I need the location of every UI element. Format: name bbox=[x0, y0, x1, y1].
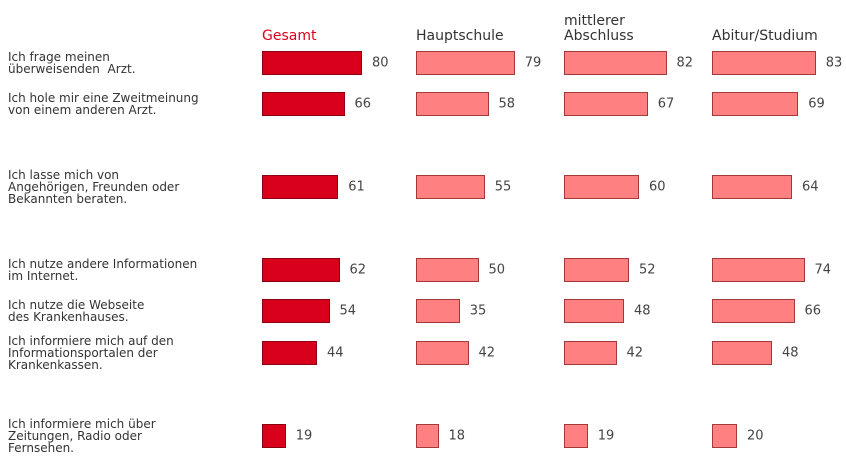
bar bbox=[416, 175, 485, 199]
value-label: 66 bbox=[804, 303, 822, 319]
value-label: 62 bbox=[349, 262, 367, 278]
bar bbox=[416, 299, 460, 323]
bar bbox=[564, 258, 629, 282]
value-label: 60 bbox=[649, 179, 666, 195]
value-label: 52 bbox=[639, 262, 656, 278]
category-label: Ich nutze die Webseite des Krankenhauses… bbox=[8, 298, 145, 324]
value-label: 18 bbox=[448, 428, 466, 444]
category-label: Ich hole mir eine Zweitmeinung von einem… bbox=[8, 91, 199, 117]
bar bbox=[416, 424, 439, 448]
bar bbox=[416, 51, 515, 75]
value-label: 67 bbox=[657, 96, 675, 112]
value-label: 80 bbox=[372, 55, 389, 71]
value-label: 19 bbox=[295, 428, 313, 444]
bar bbox=[564, 92, 648, 116]
value-label: 55 bbox=[494, 179, 512, 195]
bar bbox=[416, 92, 489, 116]
bar bbox=[262, 92, 345, 116]
bar bbox=[712, 92, 799, 116]
series-header: mittlerer Abschluss bbox=[564, 13, 634, 44]
bar bbox=[262, 51, 362, 75]
value-label: 69 bbox=[808, 96, 825, 112]
value-label: 66 bbox=[354, 96, 372, 112]
value-label: 19 bbox=[597, 428, 615, 444]
series-header: Abitur/Studium bbox=[712, 28, 818, 44]
value-label: 64 bbox=[802, 179, 819, 195]
bar bbox=[564, 341, 617, 365]
bar bbox=[262, 424, 286, 448]
bar bbox=[712, 51, 816, 75]
bar bbox=[564, 175, 639, 199]
bar bbox=[564, 299, 624, 323]
category-label: Ich informiere mich über Zeitungen, Radi… bbox=[8, 417, 156, 455]
value-label: 48 bbox=[634, 303, 651, 319]
value-label: 44 bbox=[327, 345, 344, 361]
bar bbox=[262, 299, 330, 323]
bar bbox=[564, 424, 588, 448]
bar bbox=[712, 341, 772, 365]
bar bbox=[712, 424, 737, 448]
bar bbox=[564, 51, 667, 75]
series-header: Gesamt bbox=[262, 28, 317, 44]
value-label: 20 bbox=[747, 428, 764, 444]
value-label: 61 bbox=[348, 179, 365, 195]
value-label: 50 bbox=[488, 262, 506, 278]
value-label: 42 bbox=[478, 345, 496, 361]
category-label: Ich lasse mich von Angehörigen, Freunden… bbox=[8, 168, 180, 206]
value-label: 35 bbox=[469, 303, 487, 319]
bar bbox=[416, 258, 479, 282]
bar bbox=[712, 258, 805, 282]
bar bbox=[262, 258, 340, 282]
value-label: 79 bbox=[524, 55, 542, 71]
value-label: 54 bbox=[339, 303, 357, 319]
category-label: Ich informiere mich auf den Informations… bbox=[8, 334, 174, 372]
bar bbox=[262, 341, 317, 365]
value-label: 82 bbox=[676, 55, 694, 71]
value-label: 42 bbox=[626, 345, 644, 361]
value-label: 83 bbox=[825, 55, 843, 71]
category-label: Ich frage meinen überweisenden Arzt. bbox=[8, 50, 136, 76]
bar bbox=[262, 175, 339, 199]
category-label: Ich nutze andere Informationen im Intern… bbox=[8, 257, 198, 283]
series-header: Hauptschule bbox=[416, 28, 504, 44]
bar bbox=[712, 175, 792, 199]
value-label: 74 bbox=[814, 262, 832, 278]
value-label: 48 bbox=[782, 345, 799, 361]
bar bbox=[416, 341, 469, 365]
value-label: 58 bbox=[498, 96, 516, 112]
bar bbox=[712, 299, 795, 323]
